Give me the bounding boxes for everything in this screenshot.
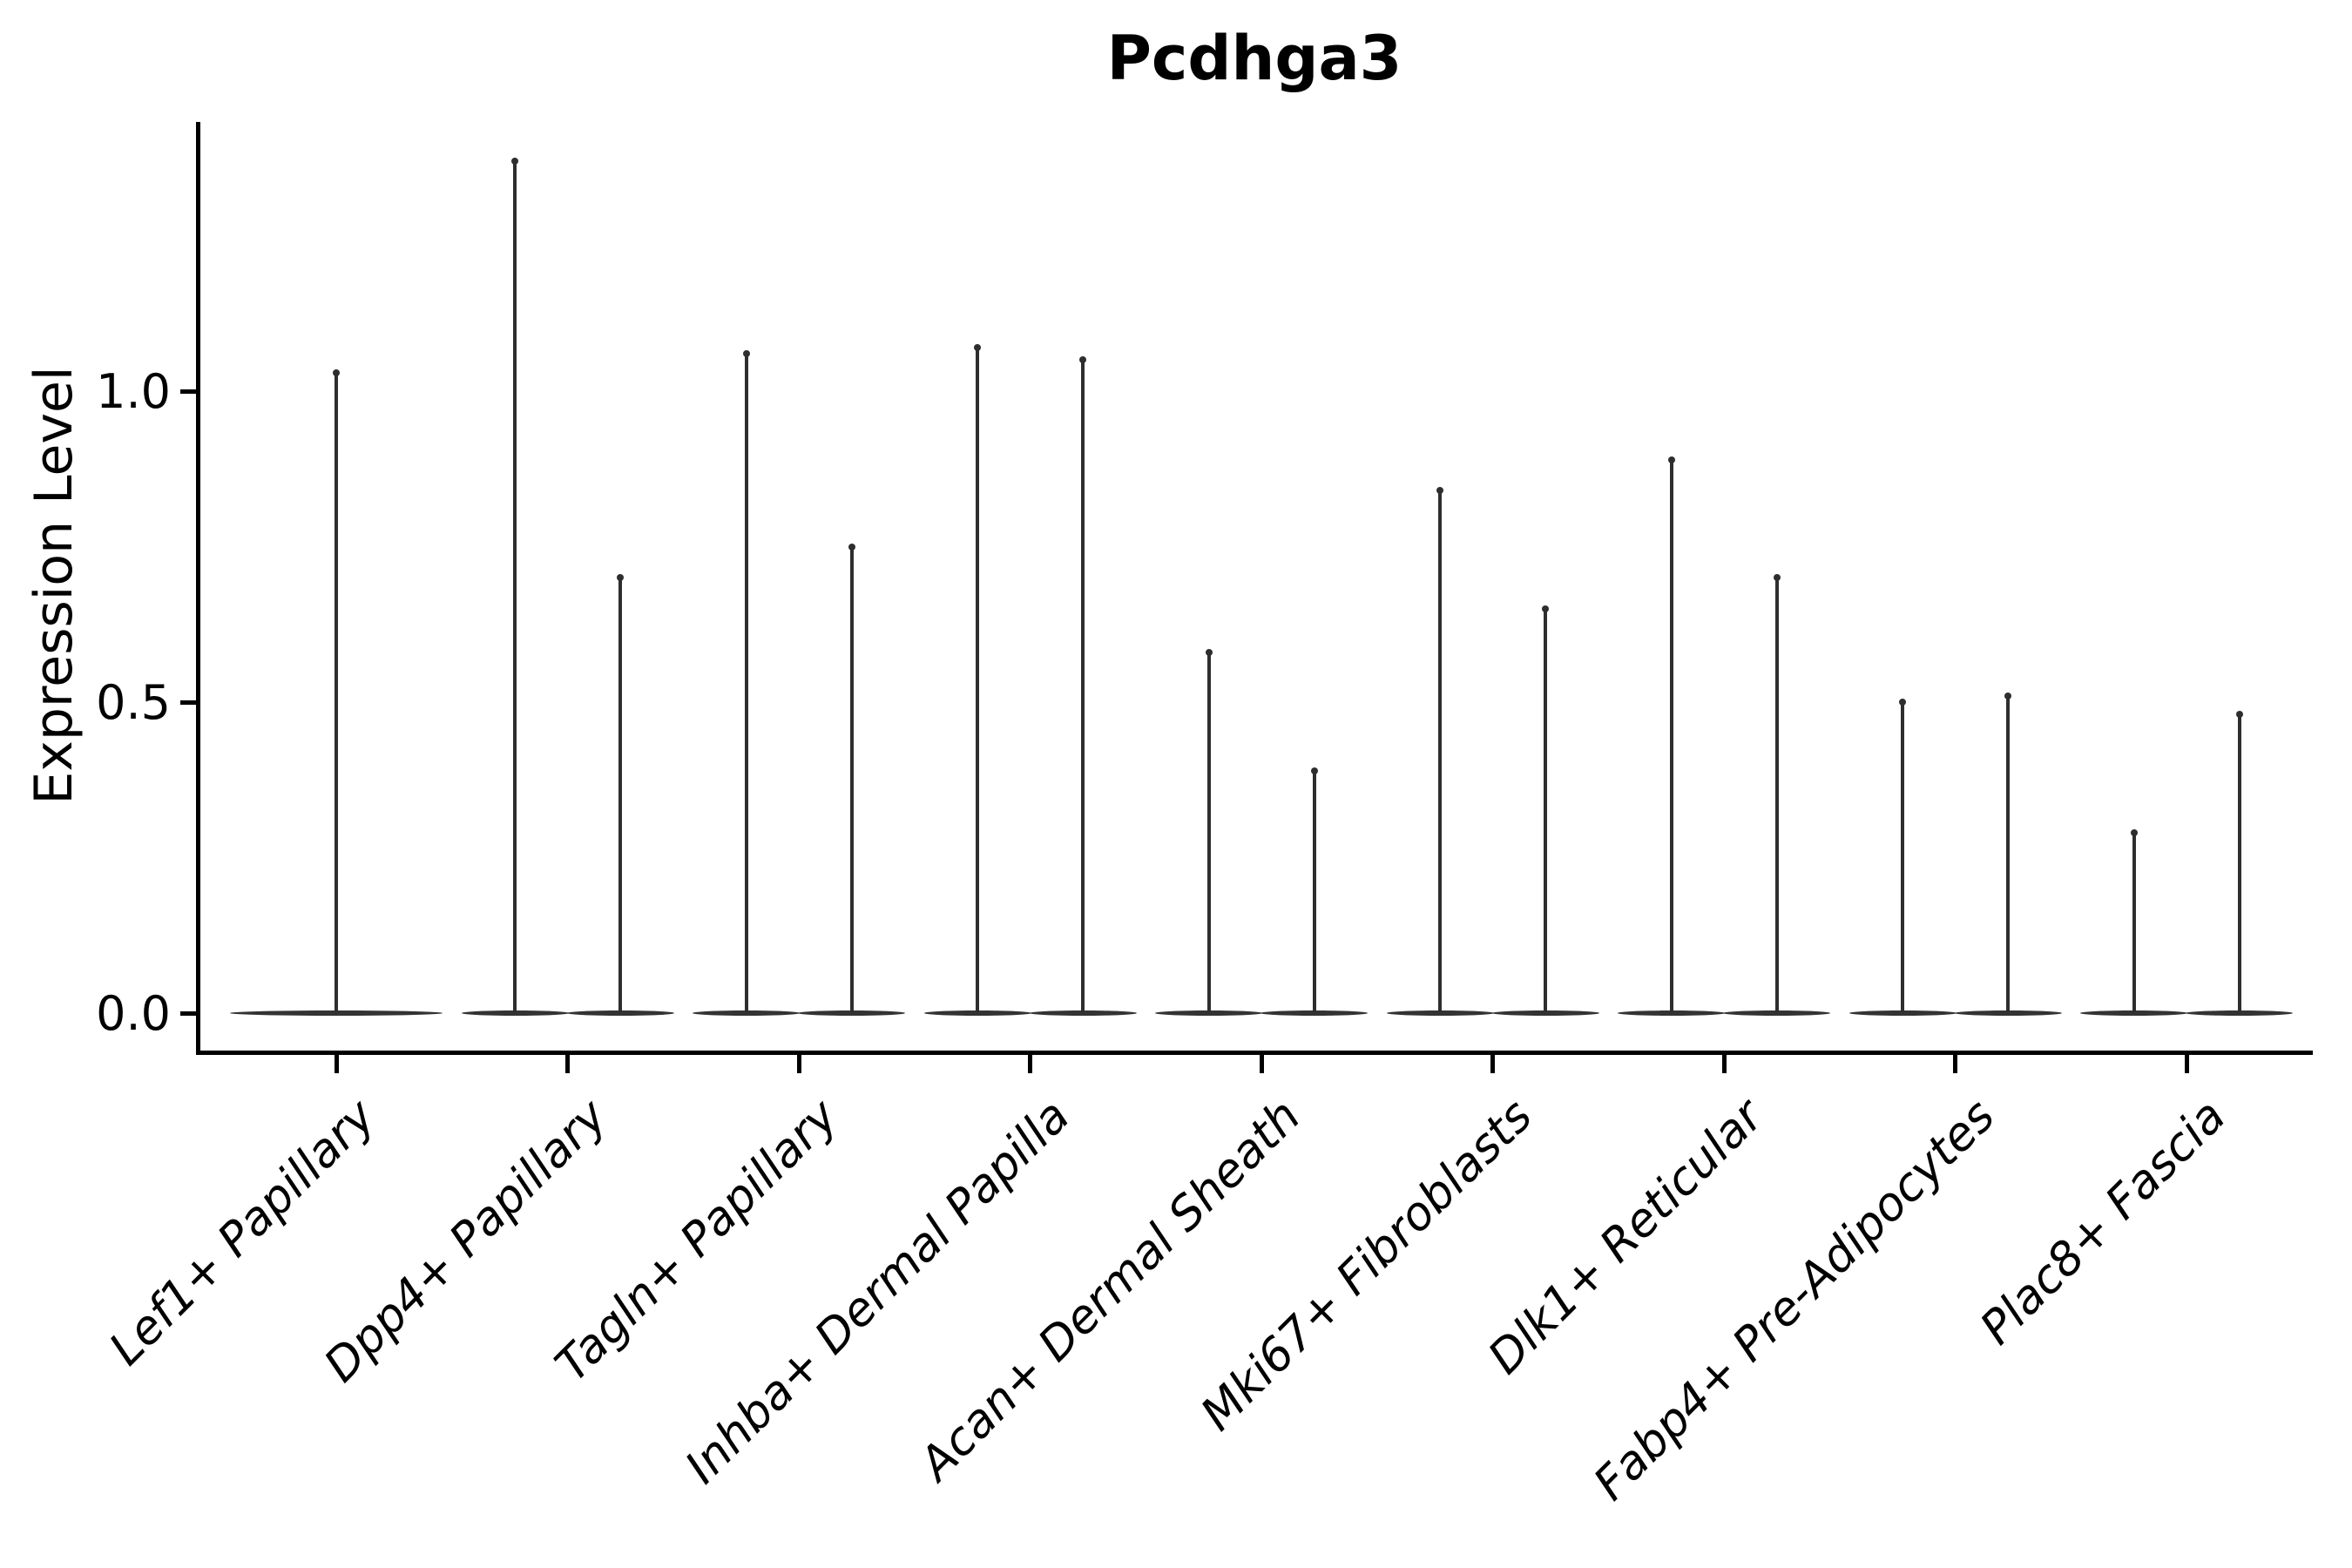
violin-base <box>1386 1010 1494 1016</box>
violin-spike <box>2006 695 2010 1013</box>
violin-base <box>2080 1010 2187 1016</box>
violin-spike <box>1206 652 1211 1013</box>
violin-spike <box>976 348 979 1013</box>
violin-spike <box>335 372 338 1013</box>
x-tick-label: Dlk1+ Reticular <box>1478 1089 1774 1385</box>
violin-spike-tip <box>1205 648 1213 656</box>
x-tick <box>796 1055 801 1073</box>
x-tick <box>1028 1055 1032 1073</box>
violin-spike-tip <box>1436 487 1443 495</box>
x-tick <box>1259 1055 1264 1073</box>
violin-base <box>1260 1010 1368 1016</box>
violin-spike-tip <box>848 543 855 551</box>
violin-base <box>1618 1010 1725 1016</box>
x-tick-label: Acan+ Dermal Sheath <box>909 1089 1311 1491</box>
violin-spike-tip <box>333 368 340 376</box>
x-tick-label: Inhba+ Dermal Papilla <box>674 1089 1080 1495</box>
x-tick <box>565 1055 570 1073</box>
y-axis-label-wrap: Expression Level <box>19 237 89 934</box>
violin-spike <box>1901 702 1904 1013</box>
x-tick <box>1490 1055 1495 1073</box>
violin-spike-tip <box>2235 711 2243 719</box>
x-tick-label: Mki67+ Fibroblasts <box>1190 1089 1543 1442</box>
violin-spike-tip <box>1079 356 1086 364</box>
violin-spike-tip <box>1773 574 1781 582</box>
x-axis-spine <box>196 1051 2313 1055</box>
violin-spike-tip <box>742 350 750 358</box>
violin-spike <box>744 354 748 1013</box>
violin-spike-tip <box>1899 699 1906 706</box>
violin-spike <box>2132 832 2136 1013</box>
violin-spike-tip <box>511 157 518 165</box>
violin-spike <box>1669 459 1673 1013</box>
violin-spike <box>1774 578 1779 1013</box>
x-tick-label: Dpp4+ Papillary <box>314 1089 618 1393</box>
violin-spike <box>1312 770 1316 1013</box>
violin-spike-tip <box>2130 828 2138 836</box>
violin-base <box>566 1010 674 1016</box>
x-tick <box>1953 1055 1957 1073</box>
x-tick-label: Fabp4+ Pre-Adipocytes <box>1583 1089 2005 1511</box>
violin-base <box>1029 1010 1137 1016</box>
y-tick <box>180 1010 196 1016</box>
violin-spike <box>1438 490 1442 1013</box>
y-tick-label: 0.0 <box>96 985 171 1041</box>
y-tick <box>180 389 196 394</box>
violin-spike <box>1081 360 1085 1013</box>
x-tick <box>334 1055 339 1073</box>
violin-spike <box>1544 608 1547 1013</box>
y-axis-spine <box>196 122 200 1055</box>
x-tick-label: Plac8+ Fascia <box>1970 1089 2236 1355</box>
violin-base <box>1954 1010 2062 1016</box>
y-tick-label: 0.5 <box>96 674 171 730</box>
violin-spike-tip <box>2004 692 2011 700</box>
violin-spike <box>618 578 622 1013</box>
violin-spike-tip <box>617 574 624 582</box>
y-tick <box>180 700 196 705</box>
violin-base <box>798 1010 905 1016</box>
violin-spike-tip <box>1310 767 1318 774</box>
violin-base <box>1723 1010 1830 1016</box>
violin-spike <box>849 546 854 1013</box>
x-tick <box>1721 1055 1727 1073</box>
violin-base <box>1491 1010 1599 1016</box>
violin-base <box>1848 1010 1957 1016</box>
x-tick-label: Tagln+ Papillary <box>545 1089 848 1393</box>
violin-spike <box>2237 714 2241 1013</box>
plot-title: Pcdhga3 <box>1106 23 1402 94</box>
violin-spike-tip <box>1542 605 1549 612</box>
y-tick-label: 1.0 <box>96 363 171 419</box>
violin-base <box>693 1010 800 1016</box>
violin-base <box>461 1010 569 1016</box>
x-tick <box>2184 1055 2189 1073</box>
y-axis-label: Expression Level <box>24 366 84 805</box>
violin-spike <box>513 160 517 1013</box>
violin-base <box>923 1010 1031 1016</box>
violin-base <box>230 1010 443 1016</box>
violin-spike-tip <box>1667 456 1675 463</box>
violin-base <box>1155 1010 1262 1016</box>
violin-base <box>2186 1010 2293 1016</box>
violin-spike-tip <box>974 344 981 352</box>
